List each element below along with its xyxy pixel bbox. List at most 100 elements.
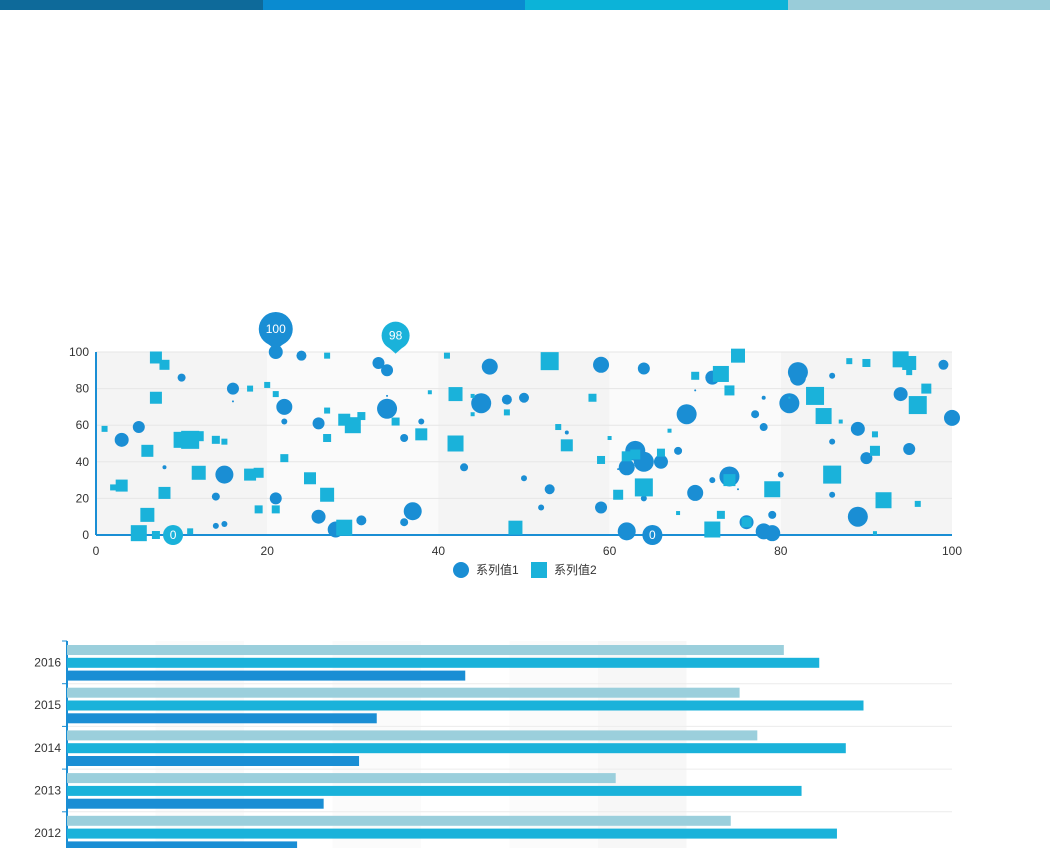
bar: [67, 657, 820, 668]
data-point-circle: [938, 359, 949, 370]
data-point-circle: [829, 438, 836, 445]
data-point-square: [823, 465, 842, 484]
markpoint-pin: [258, 312, 293, 346]
category-label: 2016: [34, 655, 61, 669]
data-point-circle: [759, 423, 768, 432]
data-point-circle: [687, 484, 704, 501]
data-point-square: [336, 519, 353, 536]
data-point-square: [634, 478, 653, 497]
data-point-square: [667, 428, 672, 433]
data-point-square: [344, 417, 361, 434]
data-point-square: [588, 393, 597, 402]
data-point-square: [630, 449, 641, 460]
bar: [67, 687, 740, 698]
data-point-square: [470, 412, 475, 417]
top-color-segment: [525, 0, 788, 10]
data-point-square: [540, 352, 559, 371]
category-label: 2013: [34, 783, 61, 797]
data-point-square: [597, 455, 606, 464]
data-point-square: [391, 417, 400, 426]
data-point-circle: [481, 358, 498, 375]
bar: [67, 773, 616, 784]
data-point-square: [415, 428, 428, 441]
data-point-square: [158, 486, 171, 499]
x-tick-label: 20: [261, 544, 275, 558]
bar: [67, 815, 731, 826]
data-point-circle: [709, 477, 716, 484]
data-point-circle: [296, 350, 307, 361]
data-point-square: [470, 393, 475, 398]
top-color-segment: [0, 0, 263, 10]
data-point-square: [712, 365, 729, 382]
data-point-square: [193, 431, 204, 442]
data-point-square: [906, 369, 913, 376]
data-point-square: [508, 520, 523, 535]
data-point-square: [914, 500, 921, 507]
data-point-circle: [162, 465, 167, 470]
data-point-circle: [377, 398, 398, 419]
data-point-circle: [860, 452, 873, 465]
data-point-square: [815, 408, 832, 425]
data-point-circle: [268, 345, 283, 359]
data-point-square: [149, 351, 162, 364]
x-tick-label: 100: [942, 544, 962, 558]
y-tick-label: 0: [82, 528, 89, 542]
data-point-circle: [637, 362, 650, 375]
data-point-square: [187, 528, 194, 535]
data-point-circle: [226, 382, 239, 395]
data-point-circle: [521, 475, 527, 482]
data-point-square: [503, 409, 510, 416]
data-point-circle: [764, 525, 781, 542]
markpoint-label: 100: [266, 322, 286, 336]
data-point-square: [862, 358, 871, 367]
data-point-circle: [372, 356, 385, 369]
data-point-square: [110, 484, 117, 491]
data-point-circle: [829, 372, 836, 379]
data-point-circle: [212, 522, 219, 529]
data-point-square: [731, 348, 745, 363]
data-point-square: [902, 355, 917, 370]
data-point-square: [448, 387, 463, 402]
legend-marker-circle: [453, 562, 469, 578]
data-point-square: [621, 451, 632, 462]
data-point-square: [838, 419, 843, 424]
data-point-square: [141, 444, 154, 457]
data-point-circle: [640, 495, 647, 502]
data-point-square: [656, 448, 665, 457]
data-point-square: [560, 439, 573, 452]
data-point-square: [921, 383, 932, 394]
top-color-segment: [787, 0, 1050, 10]
data-point-square: [806, 386, 825, 405]
markpoint-pin: [642, 525, 663, 545]
data-point-square: [716, 510, 725, 519]
data-point-square: [244, 468, 257, 481]
data-point-circle: [312, 417, 325, 430]
data-point-circle: [564, 430, 569, 435]
data-point-circle: [403, 502, 422, 521]
bar: [67, 743, 846, 754]
data-point-square: [788, 396, 791, 399]
data-point-square: [304, 472, 316, 485]
data-point-square: [357, 412, 366, 421]
data-point-square: [159, 359, 170, 370]
x-tick-label: 80: [774, 544, 788, 558]
bar: [67, 841, 298, 848]
y-tick-label: 80: [76, 382, 90, 396]
data-point-square: [264, 381, 271, 388]
bar: [67, 645, 784, 655]
top-color-bar: [0, 0, 1050, 10]
markpoint-pin: [163, 525, 184, 545]
data-point-circle: [789, 369, 806, 386]
bar: [67, 785, 802, 796]
data-point-square: [723, 474, 736, 487]
data-point-circle: [777, 471, 784, 478]
data-point-circle: [751, 410, 760, 419]
data-point-square: [869, 445, 880, 456]
data-point-square: [272, 391, 279, 398]
x-tick-label: 60: [603, 544, 617, 558]
data-point-circle: [231, 400, 234, 403]
bar: [67, 828, 837, 839]
data-point-circle: [674, 446, 683, 455]
data-point-circle: [132, 421, 145, 434]
